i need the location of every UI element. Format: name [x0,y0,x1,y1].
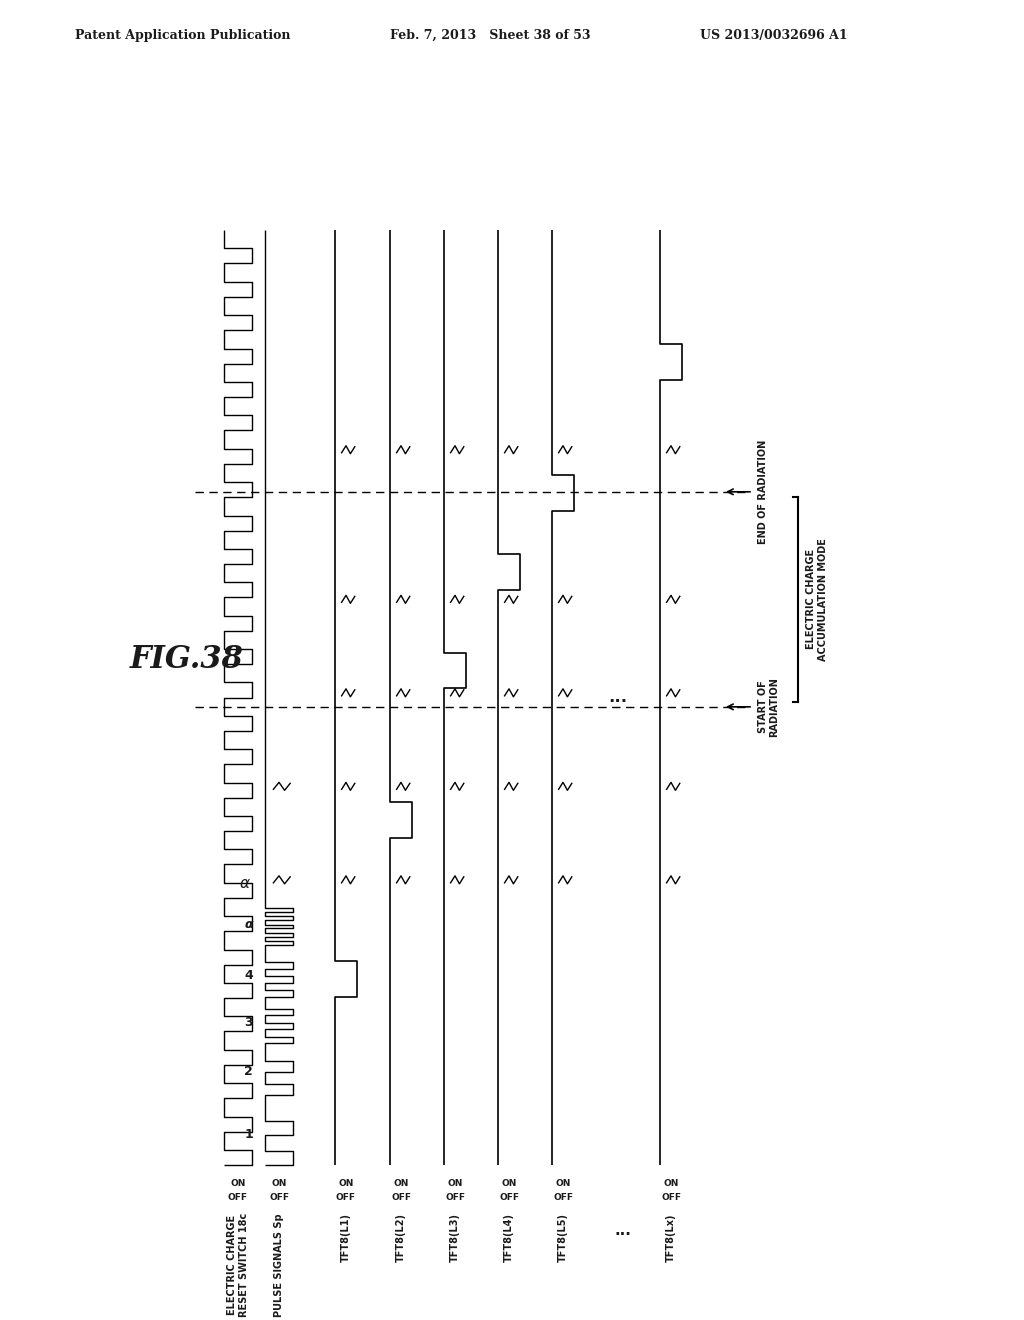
Text: Feb. 7, 2013   Sheet 38 of 53: Feb. 7, 2013 Sheet 38 of 53 [390,29,591,41]
Text: OFF: OFF [336,1193,356,1203]
Text: ON: ON [447,1179,463,1188]
Text: END OF RADIATION: END OF RADIATION [758,440,768,544]
Text: α: α [245,917,253,931]
Text: ON: ON [664,1179,679,1188]
Text: TFT8(L1): TFT8(L1) [341,1213,351,1262]
Text: ...: ... [608,689,628,706]
Text: 4: 4 [245,969,253,982]
Text: ON: ON [230,1179,246,1188]
Text: OFF: OFF [445,1193,465,1203]
Text: ELECTRIC CHARGE
RESET SWITCH 18c: ELECTRIC CHARGE RESET SWITCH 18c [227,1213,249,1317]
Text: OFF: OFF [499,1193,519,1203]
Text: OFF: OFF [269,1193,289,1203]
Text: US 2013/0032696 A1: US 2013/0032696 A1 [700,29,848,41]
Text: 1: 1 [245,1129,253,1140]
Text: START OF
RADIATION: START OF RADIATION [758,677,779,737]
Text: OFF: OFF [662,1193,681,1203]
Text: ON: ON [555,1179,570,1188]
Text: TFT8(L4): TFT8(L4) [504,1213,514,1262]
Text: α: α [240,875,250,891]
Text: OFF: OFF [391,1193,411,1203]
Text: OFF: OFF [228,1193,248,1203]
Text: TFT8(L3): TFT8(L3) [450,1213,460,1262]
Text: ON: ON [338,1179,353,1188]
Text: ON: ON [502,1179,517,1188]
Text: ELECTRIC CHARGE
ACCUMULATION MODE: ELECTRIC CHARGE ACCUMULATION MODE [806,537,827,661]
Text: FIG.38: FIG.38 [130,644,244,676]
Text: TFT8(L5): TFT8(L5) [558,1213,568,1262]
Text: TFT8(L2): TFT8(L2) [396,1213,406,1262]
Text: 3: 3 [245,1016,253,1028]
Text: PULSE SIGNALS Sp: PULSE SIGNALS Sp [274,1213,284,1316]
Text: 2: 2 [245,1065,253,1078]
Text: ON: ON [271,1179,287,1188]
Text: TFT8(Lx): TFT8(Lx) [666,1213,676,1262]
Text: ON: ON [393,1179,409,1188]
Text: ...: ... [614,1224,632,1238]
Text: OFF: OFF [553,1193,573,1203]
Text: Patent Application Publication: Patent Application Publication [75,29,291,41]
